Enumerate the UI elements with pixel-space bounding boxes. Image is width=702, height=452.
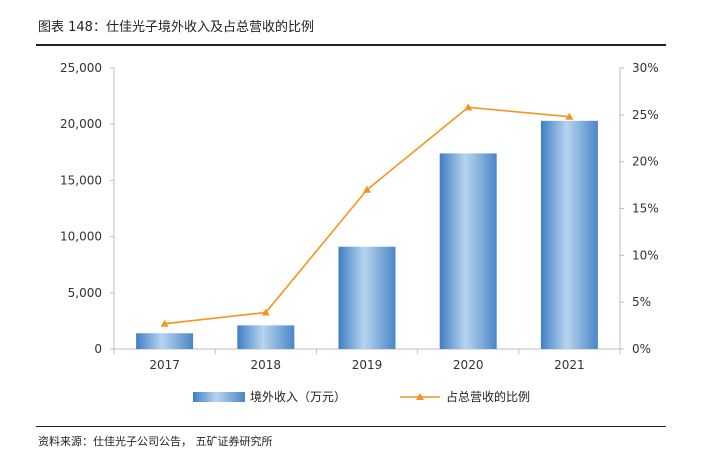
- bar-overseas-revenue: [136, 333, 194, 349]
- left-tick-label: 15,000: [60, 173, 102, 187]
- right-tick-label: 15%: [632, 202, 659, 216]
- source-note: 资料来源：仕佳光子公司公告， 五矿证券研究所: [38, 435, 273, 448]
- x-tick-label: 2020: [453, 358, 484, 372]
- legend-line-marker: [416, 393, 424, 400]
- chart-title: 图表 148：仕佳光子境外收入及占总营收的比例: [38, 20, 314, 35]
- right-tick-label: 30%: [632, 61, 659, 75]
- x-tick-label: 2021: [554, 358, 585, 372]
- bar-overseas-revenue: [237, 325, 295, 349]
- line-point-marker: [261, 308, 270, 316]
- left-tick-label: 10,000: [60, 230, 102, 244]
- right-tick-label: 0%: [632, 342, 651, 356]
- bar-overseas-revenue: [338, 246, 396, 349]
- left-tick-label: 20,000: [60, 117, 102, 131]
- right-tick-label: 10%: [632, 248, 659, 262]
- x-tick-label: 2019: [352, 358, 383, 372]
- line-point-marker: [464, 103, 473, 111]
- right-tick-label: 5%: [632, 295, 651, 309]
- left-tick-label: 5,000: [68, 286, 102, 300]
- left-tick-label: 25,000: [60, 61, 102, 75]
- legend-bar-swatch: [193, 392, 245, 402]
- line-point-marker: [363, 185, 371, 193]
- x-tick-label: 2017: [149, 358, 180, 372]
- right-tick-label: 25%: [632, 108, 659, 122]
- bottom-rule: [36, 426, 666, 427]
- top-rule: [36, 44, 666, 46]
- legend-line-label: 占总营收的比例: [446, 389, 530, 404]
- line-point-marker: [565, 112, 574, 120]
- bar-overseas-revenue: [439, 153, 497, 349]
- x-tick-label: 2018: [251, 358, 282, 372]
- bar-overseas-revenue: [540, 120, 598, 349]
- line-point-marker: [160, 319, 169, 327]
- left-tick-label: 0: [94, 342, 102, 356]
- legend-bar-label: 境外收入（万元）: [250, 389, 346, 404]
- right-tick-label: 20%: [632, 155, 659, 169]
